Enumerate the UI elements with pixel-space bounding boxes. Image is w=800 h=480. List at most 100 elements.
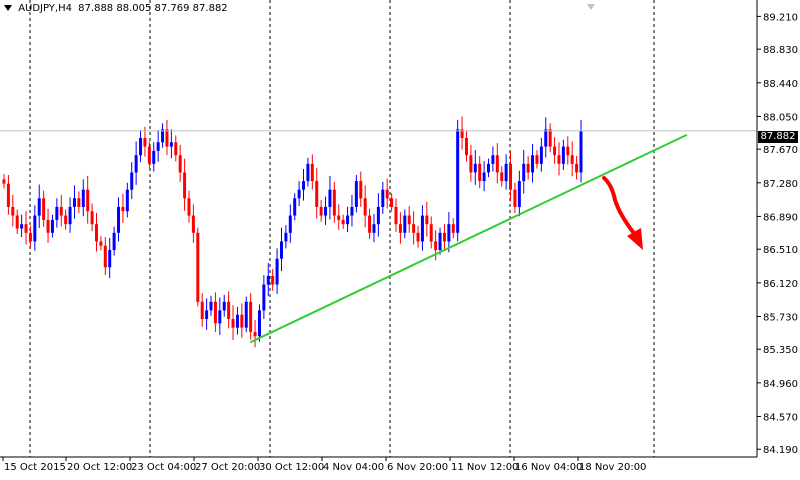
candle-body: [262, 284, 266, 311]
price-tick-label: 86.510: [763, 245, 798, 256]
symbol-label: AUDJPY,H4: [18, 3, 72, 14]
price-tick-label: 89.210: [763, 12, 798, 23]
candle-body: [33, 215, 37, 242]
candle-body: [438, 232, 442, 251]
candle-body: [288, 215, 292, 233]
candle-body: [218, 310, 222, 324]
candle-body: [456, 129, 460, 233]
candle-body: [72, 198, 76, 207]
candle-body: [579, 131, 583, 173]
candle-body: [328, 189, 332, 207]
candle-body: [125, 189, 129, 212]
candle-body: [376, 206, 380, 225]
price-tick-label: 85.350: [763, 345, 798, 356]
candle-body: [381, 189, 385, 207]
candle-body: [346, 215, 350, 225]
triangle-down-icon[interactable]: [4, 5, 12, 11]
candle-body: [412, 224, 416, 233]
candle-body: [77, 198, 81, 207]
candle-body: [451, 224, 455, 233]
candle-body: [117, 206, 121, 233]
price-tick-label: 84.960: [763, 379, 798, 390]
candle-body: [447, 224, 451, 242]
price-tick-label: 86.120: [763, 279, 798, 290]
candle-body: [165, 129, 169, 147]
candle-body: [147, 146, 151, 164]
candle-body: [403, 215, 407, 233]
candle-body: [561, 146, 565, 164]
shift-marker-icon[interactable]: [587, 4, 595, 10]
candle-body: [161, 129, 165, 143]
price-tick-label: 84.190: [763, 445, 798, 456]
candle-body: [407, 215, 411, 225]
candle-body: [324, 206, 328, 216]
candle-body: [187, 198, 191, 216]
candle-body: [460, 129, 464, 138]
candle-body: [482, 172, 486, 182]
candle-body: [205, 310, 209, 320]
overlays: [0, 130, 757, 344]
arrow-icon: [602, 176, 635, 234]
candle-body: [363, 198, 367, 216]
candle-body: [544, 129, 548, 147]
candle-body: [191, 215, 195, 233]
candle-body: [557, 155, 561, 164]
candle-body: [302, 181, 306, 190]
candle-body: [103, 245, 107, 268]
candle-body: [293, 198, 297, 216]
candle-body: [11, 206, 15, 216]
ohlc-values: 87.888 88.005 87.769 87.882: [78, 3, 228, 14]
candle-body: [354, 181, 358, 207]
candle-body: [183, 172, 187, 199]
candle-body: [425, 215, 429, 225]
candle-body: [297, 189, 301, 199]
candle-body: [553, 146, 557, 156]
candle-body: [99, 241, 103, 246]
candle-body: [372, 224, 376, 233]
candle-body: [68, 206, 72, 225]
price-tick-label: 88.050: [763, 112, 798, 123]
time-tick-label: 20 Oct 12:00: [67, 462, 132, 473]
candle-body: [368, 215, 372, 233]
candle-body: [434, 241, 438, 251]
candle-body: [46, 219, 50, 233]
candle-body: [134, 155, 138, 173]
candle-body: [341, 219, 345, 225]
candle-body: [495, 155, 499, 173]
time-tick-label: 23 Oct 04:00: [131, 462, 196, 473]
candle-body: [2, 179, 6, 184]
time-tick-label: 30 Oct 12:00: [259, 462, 324, 473]
candle-body: [266, 275, 270, 285]
candle-body: [416, 232, 420, 242]
candle-body: [315, 181, 319, 207]
candle-body: [81, 189, 85, 207]
time-tick-label: 18 Nov 20:00: [579, 462, 646, 473]
candle-body: [227, 301, 231, 320]
candle-body: [469, 155, 473, 173]
candle-body: [500, 172, 504, 182]
candle-body: [517, 181, 521, 207]
candle-body: [249, 301, 253, 332]
time-tick-label: 16 Nov 04:00: [515, 462, 582, 473]
candle-body: [94, 224, 98, 242]
candle-body: [359, 181, 363, 199]
candle-body: [526, 163, 530, 173]
candle-body: [196, 232, 200, 302]
candle-body: [390, 198, 394, 207]
candle-body: [535, 155, 539, 164]
candle-body: [244, 301, 248, 328]
candle-body: [420, 215, 424, 242]
candle-body: [213, 301, 217, 324]
candle-body: [284, 232, 288, 242]
candle-body: [209, 301, 213, 311]
candle-body: [28, 232, 32, 242]
candle-body: [20, 224, 24, 229]
candle-body: [513, 189, 517, 207]
candle-body: [531, 155, 535, 173]
candle-body: [235, 314, 239, 328]
time-tick-label: 11 Nov 12:00: [451, 462, 518, 473]
candle-body: [55, 206, 59, 220]
